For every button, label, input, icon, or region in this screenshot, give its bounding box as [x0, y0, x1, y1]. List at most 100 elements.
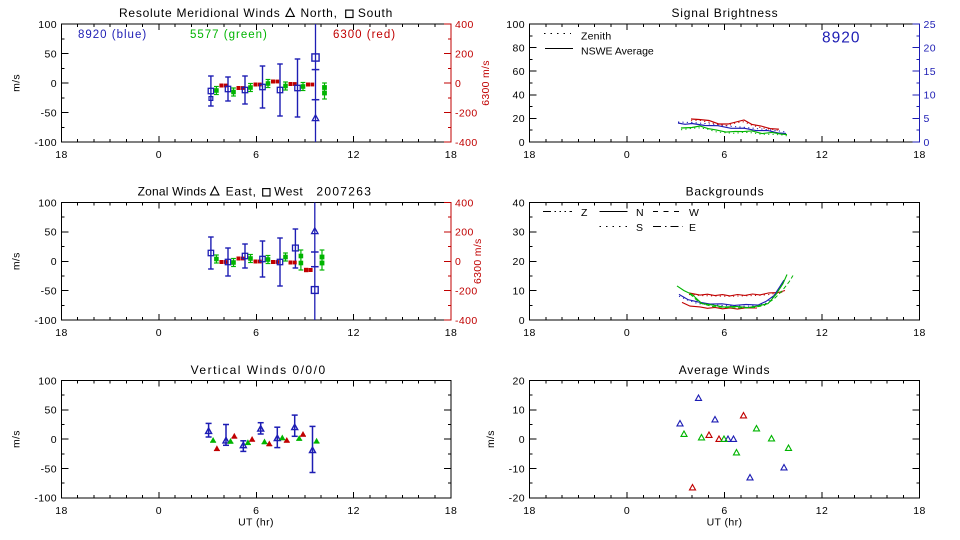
svg-text:-100: -100 — [34, 493, 57, 505]
svg-text:10: 10 — [513, 285, 525, 297]
svg-text:m/s: m/s — [11, 252, 23, 270]
svg-text:5: 5 — [924, 113, 930, 125]
svg-text:South: South — [358, 6, 393, 20]
svg-text:18: 18 — [445, 505, 457, 517]
svg-text:N: N — [636, 207, 644, 219]
svg-text:m/s: m/s — [11, 74, 23, 92]
svg-text:12: 12 — [347, 149, 359, 161]
svg-text:Zonal Winds: Zonal Winds — [138, 185, 207, 199]
svg-text:0: 0 — [624, 149, 630, 161]
svg-text:2007263: 2007263 — [316, 185, 372, 199]
svg-text:400: 400 — [455, 197, 474, 209]
svg-text:Backgrounds: Backgrounds — [686, 185, 765, 199]
svg-text:0: 0 — [156, 149, 162, 161]
svg-text:0: 0 — [624, 327, 630, 339]
svg-text:W: W — [689, 207, 699, 219]
svg-text:E: E — [689, 222, 696, 234]
svg-text:50: 50 — [45, 227, 57, 239]
svg-text:Signal Brightness: Signal Brightness — [672, 6, 779, 20]
svg-text:-100: -100 — [34, 137, 57, 149]
svg-text:6: 6 — [721, 327, 727, 339]
svg-text:East,: East, — [226, 185, 257, 199]
svg-text:20: 20 — [513, 113, 525, 125]
svg-text:18: 18 — [523, 505, 535, 517]
svg-text:0: 0 — [455, 78, 461, 90]
svg-text:18: 18 — [913, 327, 925, 339]
svg-text:6300 m/s: 6300 m/s — [480, 60, 492, 106]
svg-text:6: 6 — [253, 327, 259, 339]
svg-text:0: 0 — [519, 434, 525, 446]
svg-text:Zenith: Zenith — [581, 30, 611, 42]
svg-text:m/s: m/s — [485, 430, 497, 448]
svg-text:-400: -400 — [455, 137, 478, 149]
svg-text:200: 200 — [455, 227, 474, 239]
svg-text:10: 10 — [924, 90, 936, 102]
svg-text:6: 6 — [721, 149, 727, 161]
svg-text:6300 m/s: 6300 m/s — [472, 238, 484, 284]
svg-text:100: 100 — [38, 19, 57, 31]
svg-text:18: 18 — [445, 327, 457, 339]
svg-text:m/s: m/s — [11, 430, 23, 448]
svg-text:100: 100 — [506, 19, 525, 31]
svg-text:Resolute Meridional Winds: Resolute Meridional Winds — [119, 6, 280, 20]
svg-text:-200: -200 — [455, 107, 478, 119]
svg-text:0: 0 — [455, 256, 461, 268]
svg-text:40: 40 — [513, 197, 525, 209]
svg-text:-100: -100 — [34, 315, 57, 327]
svg-text:0: 0 — [519, 315, 525, 327]
svg-text:18: 18 — [523, 149, 535, 161]
svg-text:0: 0 — [519, 137, 525, 149]
svg-text:-50: -50 — [41, 463, 57, 475]
svg-text:50: 50 — [45, 48, 57, 60]
svg-text:-200: -200 — [455, 285, 478, 297]
svg-text:80: 80 — [513, 42, 525, 54]
svg-text:18: 18 — [55, 149, 67, 161]
svg-text:60: 60 — [513, 66, 525, 78]
svg-text:North,: North, — [301, 6, 338, 20]
svg-text:200: 200 — [455, 48, 474, 60]
svg-text:-400: -400 — [455, 315, 478, 327]
svg-text:6: 6 — [253, 505, 259, 517]
svg-text:20: 20 — [513, 375, 525, 387]
svg-text:-50: -50 — [41, 285, 57, 297]
svg-text:18: 18 — [523, 327, 535, 339]
svg-text:12: 12 — [816, 149, 828, 161]
svg-text:18: 18 — [55, 327, 67, 339]
svg-text:50: 50 — [45, 405, 57, 417]
svg-text:20: 20 — [924, 42, 936, 54]
svg-text:12: 12 — [347, 327, 359, 339]
svg-text:West: West — [274, 185, 303, 199]
svg-text:40: 40 — [513, 90, 525, 102]
svg-text:UT (hr): UT (hr) — [707, 517, 743, 529]
svg-text:10: 10 — [513, 405, 525, 417]
svg-text:100: 100 — [38, 375, 57, 387]
svg-text:-50: -50 — [41, 107, 57, 119]
svg-text:Vertical Winds 0/0/0: Vertical Winds 0/0/0 — [191, 363, 327, 377]
svg-text:0: 0 — [156, 327, 162, 339]
svg-text:6: 6 — [253, 149, 259, 161]
svg-text:-10: -10 — [509, 463, 525, 475]
svg-text:-20: -20 — [509, 493, 525, 505]
svg-text:100: 100 — [38, 197, 57, 209]
svg-text:5577 (green): 5577 (green) — [190, 29, 268, 41]
svg-text:12: 12 — [347, 505, 359, 517]
svg-text:18: 18 — [55, 505, 67, 517]
svg-text:Z: Z — [581, 207, 588, 219]
svg-text:S: S — [636, 222, 643, 234]
svg-text:25: 25 — [924, 19, 936, 31]
svg-text:8920 (blue): 8920 (blue) — [78, 29, 147, 41]
svg-text:0: 0 — [51, 78, 57, 90]
svg-text:20: 20 — [513, 256, 525, 268]
svg-text:400: 400 — [455, 19, 474, 31]
svg-text:NSWE Average: NSWE Average — [581, 45, 654, 57]
svg-text:Average Winds: Average Winds — [679, 363, 771, 377]
svg-text:12: 12 — [816, 327, 828, 339]
svg-text:0: 0 — [51, 256, 57, 268]
svg-text:0: 0 — [924, 137, 930, 149]
svg-text:18: 18 — [445, 149, 457, 161]
svg-text:6: 6 — [721, 505, 727, 517]
svg-text:15: 15 — [924, 66, 936, 78]
svg-text:UT (hr): UT (hr) — [238, 517, 274, 529]
svg-text:30: 30 — [513, 227, 525, 239]
svg-text:0: 0 — [51, 434, 57, 446]
